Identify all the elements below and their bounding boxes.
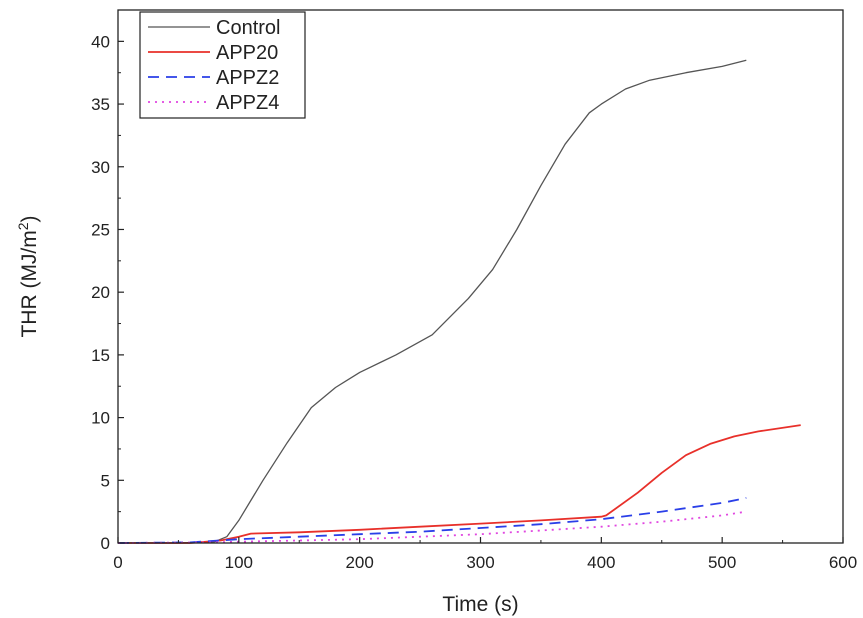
y-tick-label: 35 [91, 95, 110, 114]
x-tick-label: 100 [225, 553, 253, 572]
y-tick-label: 5 [101, 471, 110, 490]
x-tick-label: 200 [345, 553, 373, 572]
y-tick-label: 25 [91, 220, 110, 239]
y-axis-title-main: THR (MJ/m [18, 230, 41, 337]
y-tick-label: 10 [91, 409, 110, 428]
x-tick-label: 600 [829, 553, 857, 572]
y-tick-label: 15 [91, 346, 110, 365]
x-tick-label: 0 [113, 553, 122, 572]
legend-label: Control [216, 17, 280, 39]
axis-ticks: 0 100 200 300 400 500 600 0 5 10 15 20 25 30 35 40 [91, 32, 857, 572]
x-tick-label: 300 [466, 553, 494, 572]
x-tick-label: 500 [708, 553, 736, 572]
series-line-appz4 [117, 510, 747, 544]
y-tick-label: 0 [101, 534, 110, 553]
series-layer [117, 59, 801, 544]
y-tick-label: 20 [91, 283, 110, 302]
legend-label: APPZ4 [216, 92, 279, 114]
series-line-control [118, 59, 747, 544]
y-axis-title-end: ) [18, 215, 41, 222]
y-axis-title: THR (MJ/m2) [15, 215, 41, 337]
y-tick-label: 40 [91, 32, 110, 51]
legend-label: APPZ2 [216, 67, 279, 89]
series-line-appz2 [117, 497, 747, 544]
legend-box [139, 11, 306, 119]
y-tick-label: 30 [91, 158, 110, 177]
x-tick-label: 400 [587, 553, 615, 572]
series-line-app20 [118, 424, 801, 544]
legend: Control APP20 APPZ2 APPZ4 [139, 11, 306, 119]
legend-label: APP20 [216, 42, 278, 64]
x-axis-title: Time (s) [442, 593, 518, 616]
y-axis-title-superscript: 2 [15, 222, 31, 230]
